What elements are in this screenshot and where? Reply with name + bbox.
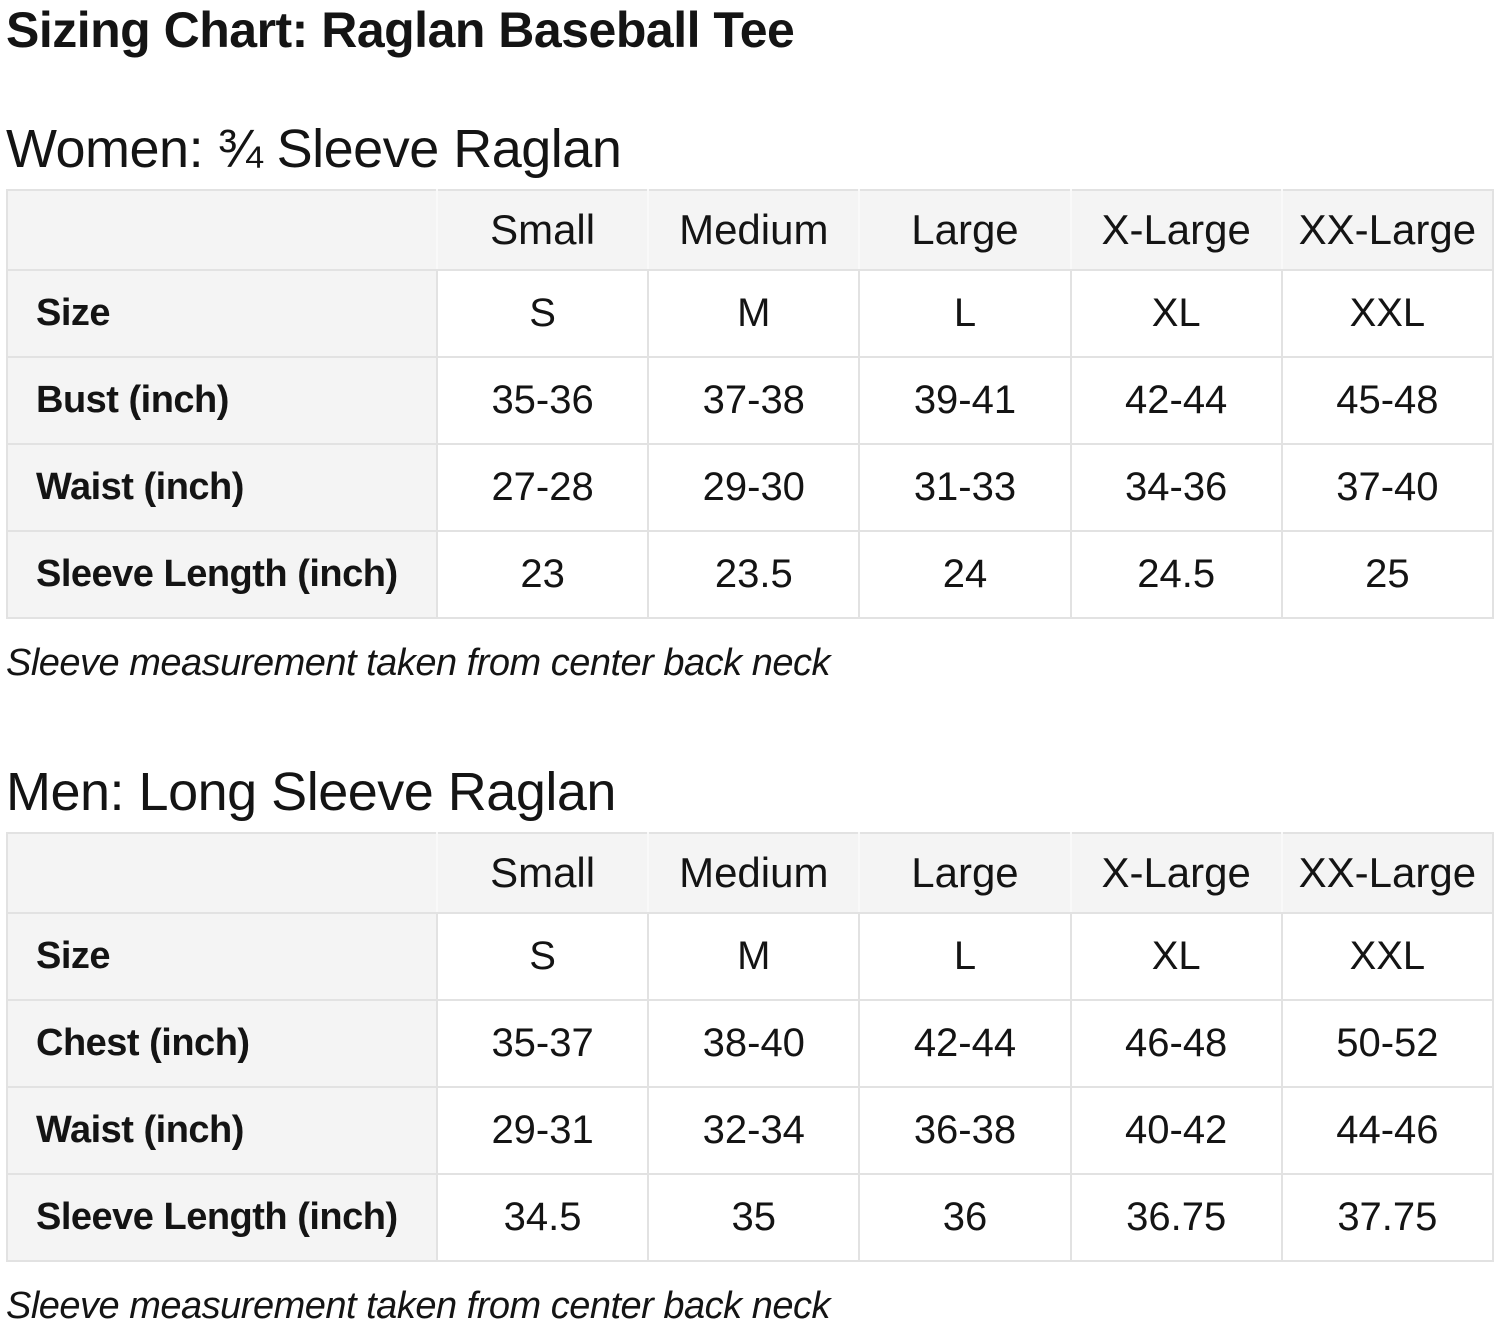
table-cell: 23 — [435, 530, 650, 620]
column-header-xx-large: XX-Large — [1280, 189, 1495, 272]
women-row-bust: Bust (inch) 35-36 37-38 39-41 42-44 45-4… — [6, 356, 1495, 446]
table-cell: 39-41 — [858, 356, 1072, 446]
row-label-bust: Bust (inch) — [6, 356, 438, 446]
column-header-medium: Medium — [647, 189, 861, 272]
men-row-chest: Chest (inch) 35-37 38-40 42-44 46-48 50-… — [6, 999, 1495, 1089]
corner-cell — [6, 189, 438, 272]
women-section: Women: ¾ Sleeve Raglan Small Medium Larg… — [6, 119, 1495, 687]
men-section: Men: Long Sleeve Raglan Small Medium Lar… — [6, 761, 1495, 1330]
table-cell: 24 — [858, 530, 1072, 620]
table-cell: 37-38 — [647, 356, 861, 446]
table-cell: 35-36 — [435, 356, 650, 446]
table-cell: 32-34 — [647, 1086, 861, 1176]
row-label-waist: Waist (inch) — [6, 443, 438, 533]
table-cell: 25 — [1280, 530, 1495, 620]
row-label-sleeve-length: Sleeve Length (inch) — [6, 1173, 438, 1263]
women-size-table: Small Medium Large X-Large XX-Large Size… — [6, 189, 1495, 620]
column-header-small: Small — [435, 832, 650, 915]
table-cell: S — [435, 912, 650, 1002]
women-row-size: Size S M L XL XXL — [6, 269, 1495, 359]
row-label-waist: Waist (inch) — [6, 1086, 438, 1176]
table-cell: 36-38 — [858, 1086, 1072, 1176]
table-cell: M — [647, 912, 861, 1002]
table-cell: 29-30 — [647, 443, 861, 533]
table-cell: 37.75 — [1280, 1173, 1495, 1263]
table-cell: 38-40 — [647, 999, 861, 1089]
table-cell: 31-33 — [858, 443, 1072, 533]
women-row-sleeve-length: Sleeve Length (inch) 23 23.5 24 24.5 25 — [6, 530, 1495, 620]
column-header-small: Small — [435, 189, 650, 272]
men-row-size: Size S M L XL XXL — [6, 912, 1495, 1002]
table-cell: 42-44 — [1069, 356, 1283, 446]
table-cell: 44-46 — [1280, 1086, 1495, 1176]
men-row-waist: Waist (inch) 29-31 32-34 36-38 40-42 44-… — [6, 1086, 1495, 1176]
men-size-table: Small Medium Large X-Large XX-Large Size… — [6, 832, 1495, 1263]
table-cell: 46-48 — [1069, 999, 1283, 1089]
table-cell: 35 — [647, 1173, 861, 1263]
column-header-large: Large — [858, 189, 1072, 272]
table-cell: 36 — [858, 1173, 1072, 1263]
row-label-size: Size — [6, 269, 438, 359]
corner-cell — [6, 832, 438, 915]
table-cell: 23.5 — [647, 530, 861, 620]
table-cell: XXL — [1280, 269, 1495, 359]
women-sleeve-note: Sleeve measurement taken from center bac… — [6, 642, 830, 685]
women-header-row: Small Medium Large X-Large XX-Large — [6, 189, 1495, 272]
table-cell: XL — [1069, 269, 1283, 359]
column-header-xx-large: XX-Large — [1280, 832, 1495, 915]
table-cell: 29-31 — [435, 1086, 650, 1176]
column-header-x-large: X-Large — [1069, 189, 1283, 272]
sizing-chart-page: Sizing Chart: Raglan Baseball Tee Women:… — [6, 0, 1495, 1330]
table-cell: 27-28 — [435, 443, 650, 533]
row-label-size: Size — [6, 912, 438, 1002]
table-cell: 34-36 — [1069, 443, 1283, 533]
table-cell: 50-52 — [1280, 999, 1495, 1089]
table-cell: 40-42 — [1069, 1086, 1283, 1176]
row-label-sleeve-length: Sleeve Length (inch) — [6, 530, 438, 620]
page-title: Sizing Chart: Raglan Baseball Tee — [6, 2, 795, 58]
men-header-row: Small Medium Large X-Large XX-Large — [6, 832, 1495, 915]
column-header-medium: Medium — [647, 832, 861, 915]
women-section-heading: Women: ¾ Sleeve Raglan — [6, 119, 622, 179]
table-cell: 34.5 — [435, 1173, 650, 1263]
column-header-large: Large — [858, 832, 1072, 915]
table-cell: 24.5 — [1069, 530, 1283, 620]
table-cell: XL — [1069, 912, 1283, 1002]
table-cell: M — [647, 269, 861, 359]
women-row-waist: Waist (inch) 27-28 29-30 31-33 34-36 37-… — [6, 443, 1495, 533]
men-section-heading: Men: Long Sleeve Raglan — [6, 761, 616, 822]
column-header-x-large: X-Large — [1069, 832, 1283, 915]
table-cell: 42-44 — [858, 999, 1072, 1089]
table-cell: XXL — [1280, 912, 1495, 1002]
table-cell: 36.75 — [1069, 1173, 1283, 1263]
men-row-sleeve-length: Sleeve Length (inch) 34.5 35 36 36.75 37… — [6, 1173, 1495, 1263]
men-sleeve-note: Sleeve measurement taken from center bac… — [6, 1285, 830, 1328]
table-cell: 37-40 — [1280, 443, 1495, 533]
table-cell: 45-48 — [1280, 356, 1495, 446]
row-label-chest: Chest (inch) — [6, 999, 438, 1089]
table-cell: 35-37 — [435, 999, 650, 1089]
table-cell: S — [435, 269, 650, 359]
table-cell: L — [858, 912, 1072, 1002]
table-cell: L — [858, 269, 1072, 359]
